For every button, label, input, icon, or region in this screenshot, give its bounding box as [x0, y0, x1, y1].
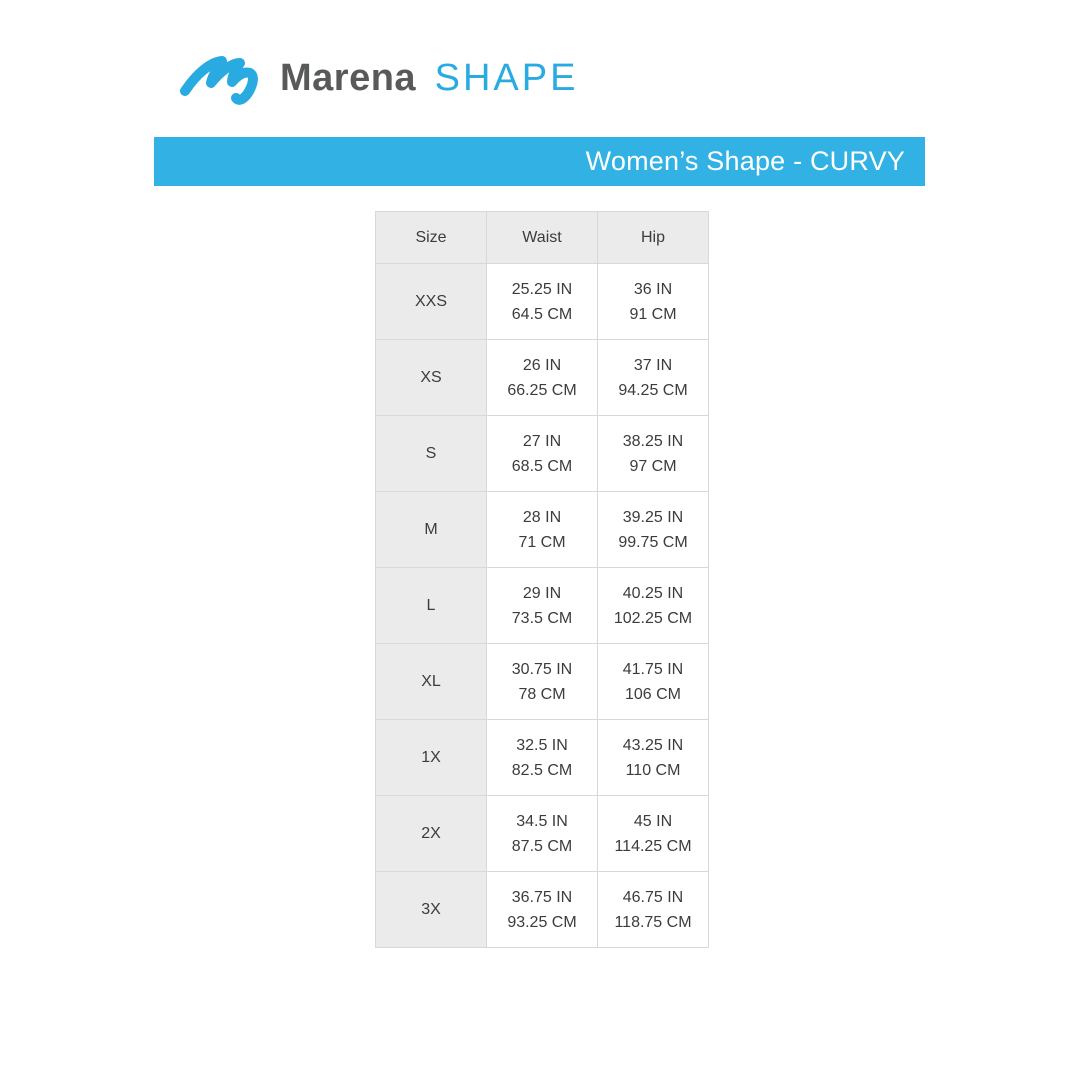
hip-inches: 39.25 IN	[622, 508, 684, 526]
size-cell: 3X	[375, 871, 487, 948]
size-cell: 1X	[375, 719, 487, 796]
header-row: Size Waist Hip	[375, 211, 709, 264]
table-row: 2X 34.5 IN 87.5 CM 45 IN 114.25 CM	[375, 795, 709, 872]
hip-cell: 38.25 IN 97 CM	[597, 415, 709, 492]
hip-cell: 37 IN 94.25 CM	[597, 339, 709, 416]
table-row: S 27 IN 68.5 CM 38.25 IN 97 CM	[375, 415, 709, 492]
table-header: Size Waist Hip	[375, 211, 709, 264]
waist-cell: 29 IN 73.5 CM	[486, 567, 598, 644]
waist-cm: 66.25 CM	[507, 381, 577, 399]
hip-cell: 46.75 IN 118.75 CM	[597, 871, 709, 948]
hip-cell: 39.25 IN 99.75 CM	[597, 491, 709, 568]
header-waist: Waist	[486, 211, 598, 264]
hip-cm: 110 CM	[625, 761, 681, 779]
hip-cell: 41.75 IN 106 CM	[597, 643, 709, 720]
waist-cell: 27 IN 68.5 CM	[486, 415, 598, 492]
size-cell: XL	[375, 643, 487, 720]
hip-inches: 40.25 IN	[622, 584, 684, 602]
waist-cell: 32.5 IN 82.5 CM	[486, 719, 598, 796]
waist-cell: 34.5 IN 87.5 CM	[486, 795, 598, 872]
title-banner: Women’s Shape - CURVY	[154, 137, 925, 186]
waist-inches: 25.25 IN	[511, 280, 573, 298]
waist-cell: 36.75 IN 93.25 CM	[486, 871, 598, 948]
waist-cm: 71 CM	[518, 533, 566, 551]
hip-cm: 102.25 CM	[613, 609, 693, 627]
hip-cell: 40.25 IN 102.25 CM	[597, 567, 709, 644]
waist-inches: 30.75 IN	[511, 660, 573, 678]
marena-swoosh-icon	[180, 56, 258, 105]
brand-wordmark: Marena SHAPE	[280, 50, 578, 106]
waist-inches: 34.5 IN	[516, 812, 568, 830]
waist-inches: 32.5 IN	[516, 736, 568, 754]
waist-cell: 28 IN 71 CM	[486, 491, 598, 568]
hip-cm: 118.75 CM	[614, 913, 692, 931]
table-body: XXS 25.25 IN 64.5 CM 36 IN 91 CM XS 26 I…	[375, 263, 709, 948]
waist-inches: 29 IN	[522, 584, 562, 602]
table-row: L 29 IN 73.5 CM 40.25 IN 102.25 CM	[375, 567, 709, 644]
size-cell: 2X	[375, 795, 487, 872]
waist-cm: 78 CM	[518, 685, 566, 703]
waist-cm: 93.25 CM	[507, 913, 577, 931]
waist-inches: 27 IN	[522, 432, 562, 450]
brand-suffix: SHAPE	[434, 57, 579, 99]
brand-logo: Marena SHAPE	[180, 50, 578, 106]
waist-cell: 26 IN 66.25 CM	[486, 339, 598, 416]
hip-cm: 99.75 CM	[618, 533, 688, 551]
hip-inches: 38.25 IN	[622, 432, 684, 450]
hip-cm: 114.25 CM	[614, 837, 692, 855]
waist-inches: 26 IN	[522, 356, 562, 374]
header-hip: Hip	[597, 211, 709, 264]
hip-inches: 43.25 IN	[622, 736, 684, 754]
waist-cm: 73.5 CM	[511, 609, 573, 627]
table-row: XS 26 IN 66.25 CM 37 IN 94.25 CM	[375, 339, 709, 416]
hip-cell: 43.25 IN 110 CM	[597, 719, 709, 796]
size-cell: XS	[375, 339, 487, 416]
table-row: 3X 36.75 IN 93.25 CM 46.75 IN 118.75 CM	[375, 871, 709, 948]
table-row: XXS 25.25 IN 64.5 CM 36 IN 91 CM	[375, 263, 709, 340]
hip-inches: 36 IN	[633, 280, 673, 298]
hip-inches: 46.75 IN	[622, 888, 684, 906]
waist-inches: 36.75 IN	[511, 888, 573, 906]
waist-cell: 25.25 IN 64.5 CM	[486, 263, 598, 340]
hip-cell: 36 IN 91 CM	[597, 263, 709, 340]
hip-cell: 45 IN 114.25 CM	[597, 795, 709, 872]
hip-cm: 91 CM	[629, 305, 677, 323]
size-cell: M	[375, 491, 487, 568]
waist-cm: 68.5 CM	[511, 457, 573, 475]
waist-cm: 87.5 CM	[511, 837, 573, 855]
hip-inches: 37 IN	[633, 356, 673, 374]
waist-cell: 30.75 IN 78 CM	[486, 643, 598, 720]
banner-title: Women’s Shape - CURVY	[585, 146, 905, 176]
size-chart-table: Size Waist Hip XXS 25.25 IN 64.5 CM 36 I…	[375, 211, 709, 948]
table-row: 1X 32.5 IN 82.5 CM 43.25 IN 110 CM	[375, 719, 709, 796]
brand-name: Marena	[280, 57, 417, 99]
size-cell: S	[375, 415, 487, 492]
size-cell: XXS	[375, 263, 487, 340]
table-row: M 28 IN 71 CM 39.25 IN 99.75 CM	[375, 491, 709, 568]
hip-cm: 97 CM	[629, 457, 677, 475]
size-cell: L	[375, 567, 487, 644]
header-size: Size	[375, 211, 487, 264]
hip-cm: 106 CM	[624, 685, 682, 703]
hip-inches: 41.75 IN	[622, 660, 684, 678]
waist-cm: 82.5 CM	[511, 761, 573, 779]
waist-cm: 64.5 CM	[511, 305, 573, 323]
table-row: XL 30.75 IN 78 CM 41.75 IN 106 CM	[375, 643, 709, 720]
waist-inches: 28 IN	[522, 508, 562, 526]
hip-cm: 94.25 CM	[618, 381, 688, 399]
hip-inches: 45 IN	[633, 812, 673, 830]
